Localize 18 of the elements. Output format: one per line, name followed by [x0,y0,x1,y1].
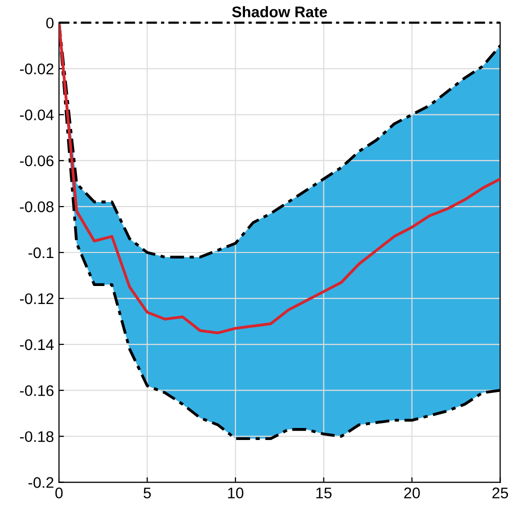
y-tick-label: -0.16 [20,385,54,396]
x-tick-label: 10 [228,488,244,498]
y-tick-label: -0.08 [20,201,54,212]
y-tick-label: -0.14 [20,339,54,350]
y-tick-label: -0.2 [28,477,54,488]
y-tick-label: -0.12 [20,293,54,304]
chart-title: Shadow Rate [232,6,328,18]
y-tick-label: -0.18 [20,431,54,442]
x-tick-label: 25 [492,488,508,498]
x-tick-label: 5 [144,488,151,498]
y-tick-label: -0.1 [28,247,54,258]
y-tick-label: 0 [46,18,54,28]
y-tick-label: -0.02 [20,64,54,74]
x-tick-label: 0 [55,488,63,498]
x-tick-label: 15 [316,488,332,498]
y-tick-label: -0.06 [20,155,54,166]
y-tick-label: -0.04 [20,110,54,120]
x-tick-label: 20 [404,488,420,498]
